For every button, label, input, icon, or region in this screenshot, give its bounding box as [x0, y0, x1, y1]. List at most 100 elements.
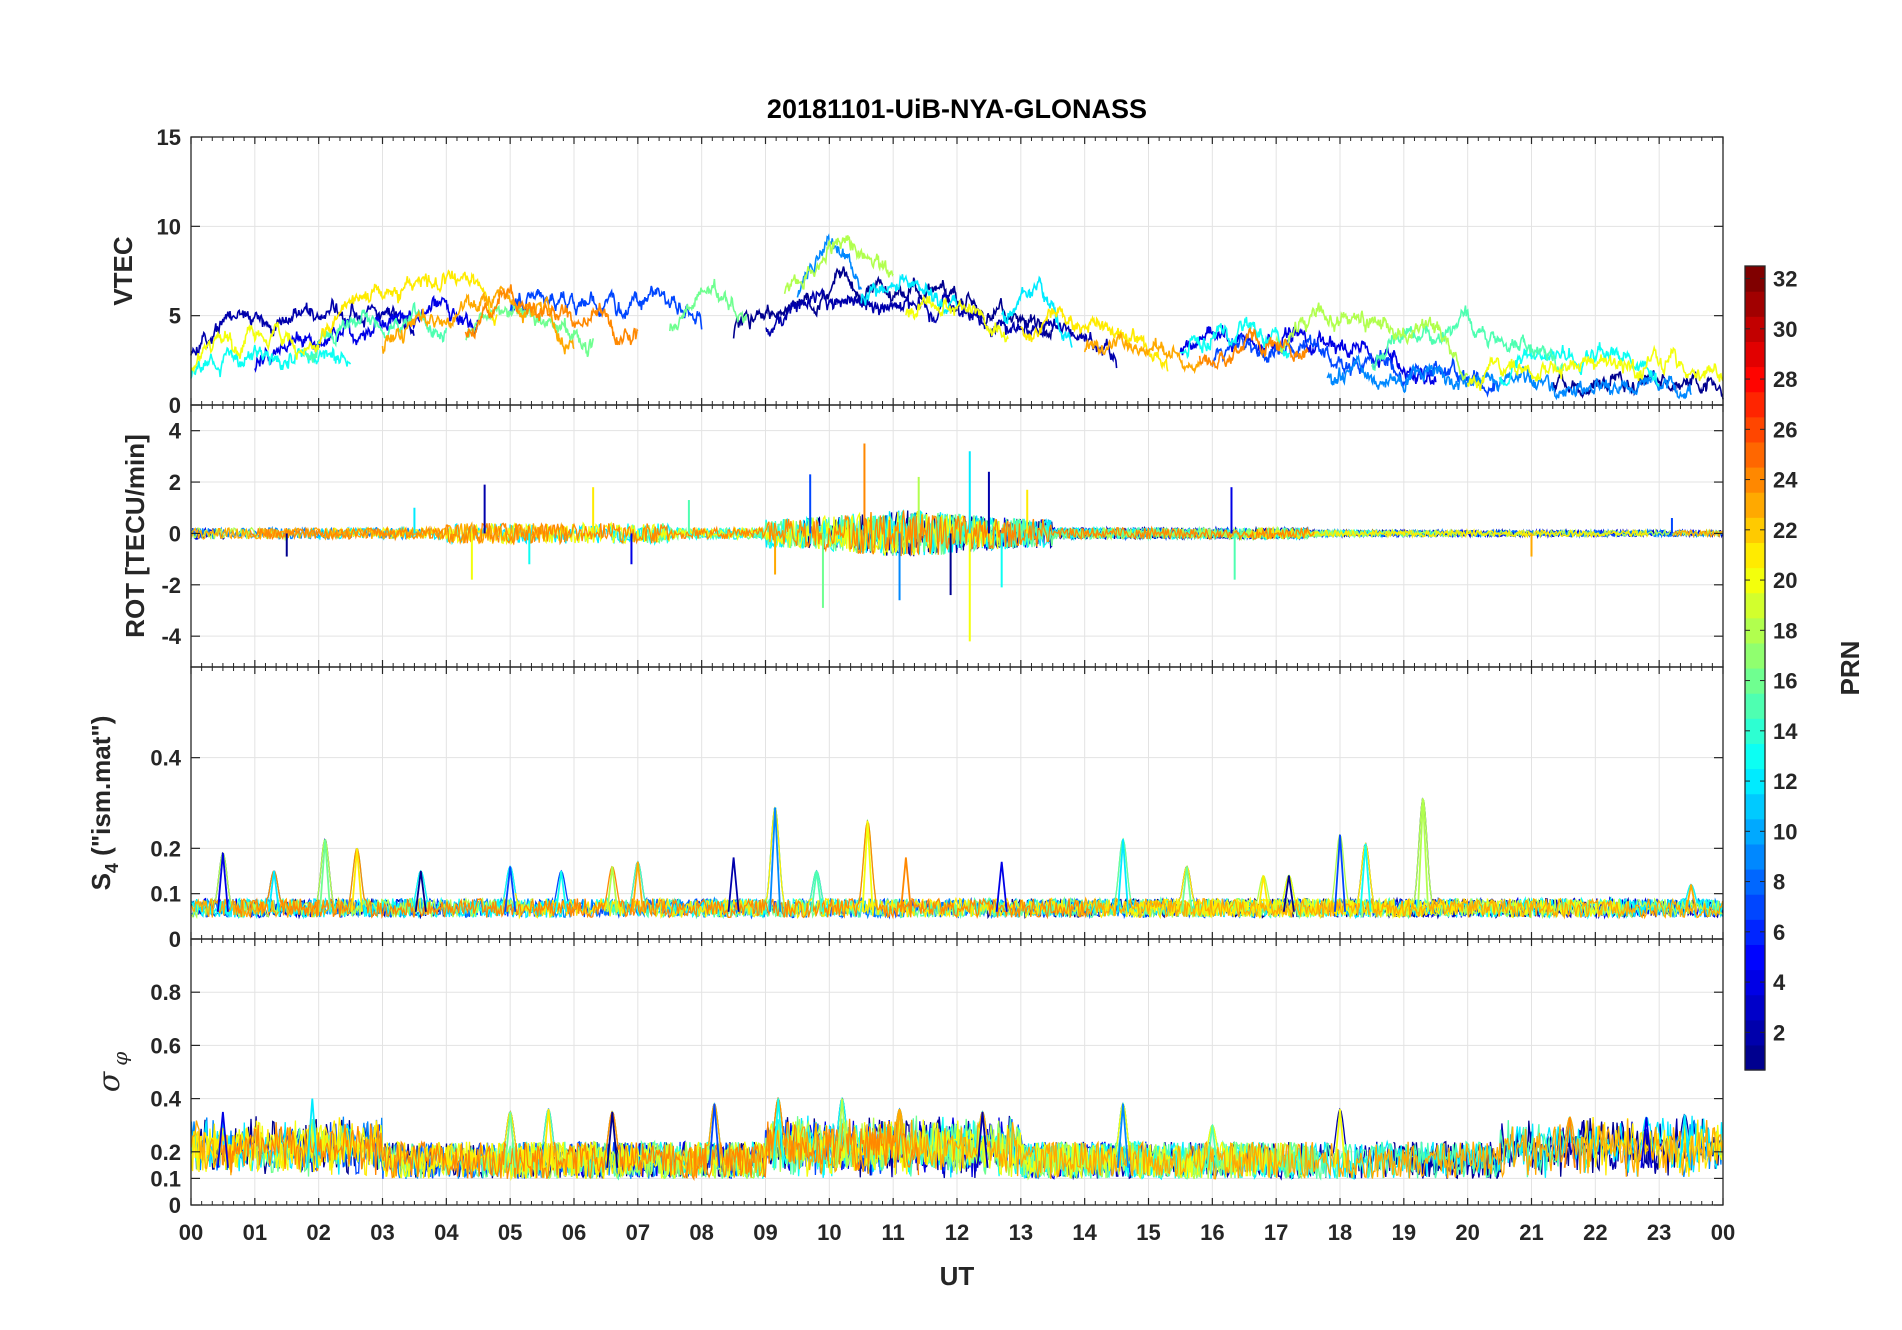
- peak-mark: [1563, 1117, 1576, 1168]
- x-tick-label: 11: [882, 1220, 905, 1245]
- vtec-trace-prn-24: [1198, 326, 1309, 371]
- peak-mark: [810, 870, 823, 912]
- peak-mark: [504, 1111, 517, 1168]
- sigma-phi-trace-prn-24: [218, 1097, 920, 1181]
- vtec-trace-prn-16: [669, 278, 748, 332]
- colorbar-block: [1745, 768, 1765, 795]
- y-tick-label: 0.8: [150, 980, 181, 1005]
- colorbar-block: [1745, 818, 1765, 845]
- vtec-trace-prn-21: [1020, 305, 1169, 372]
- panel-sigma-phi-ylabel: σφ: [92, 1052, 132, 1093]
- x-tick-label: 07: [626, 1220, 650, 1245]
- colorbar-tick-label: 12: [1773, 769, 1797, 794]
- peak-mark: [708, 1103, 721, 1168]
- y-tick-label: 0: [169, 393, 181, 418]
- colorbar-block: [1745, 693, 1765, 719]
- peak-mark: [504, 866, 517, 912]
- colorbar-tick-label: 6: [1773, 920, 1785, 945]
- chart-title: 20181101-UiB-NYA-GLONASS: [767, 94, 1147, 124]
- x-tick-label: 01: [243, 1220, 267, 1245]
- vtec-trace-prn-2: [190, 297, 415, 358]
- colorbar-tick-label: 4: [1773, 970, 1786, 995]
- vtec-trace-prn-12: [1000, 275, 1073, 348]
- colorbar-block: [1745, 266, 1765, 292]
- panel-s4-lines: [190, 797, 1724, 920]
- peak-mark: [893, 1109, 906, 1168]
- panel-vtec-grid: [191, 137, 1723, 405]
- peak-mark: [542, 1109, 555, 1168]
- x-tick-label: 21: [1519, 1220, 1543, 1245]
- y-tick-label: 0: [169, 927, 181, 952]
- x-tick-label: 00: [1711, 1220, 1735, 1245]
- vtec-trace-prn-4: [1179, 324, 1437, 386]
- y-tick-label: 15: [157, 125, 181, 150]
- x-tick-label: 15: [1136, 1220, 1160, 1245]
- colorbar-block: [1745, 668, 1765, 694]
- s4-trace-prn-23: [191, 896, 1724, 920]
- vtec-trace-prn-18: [1275, 302, 1469, 381]
- peak-mark: [606, 866, 619, 912]
- vtec-trace-prn-13: [190, 344, 352, 379]
- rot-trace-prn-24: [249, 510, 1315, 557]
- panel-s4-ylabel: S4 ("ism.mat"): [86, 716, 122, 891]
- colorbar-block: [1745, 441, 1765, 468]
- colorbar-block: [1745, 366, 1765, 393]
- peak-mark: [268, 870, 280, 912]
- peak-mark: [861, 821, 874, 912]
- colorbar-block: [1745, 567, 1765, 594]
- peak-mark: [1206, 1125, 1219, 1168]
- colorbar-tick-label: 10: [1773, 819, 1797, 844]
- peak-mark: [414, 870, 427, 912]
- panel-sigma-phi: 00.10.2 0.4 0.6 0.8 σφ: [92, 938, 1724, 1218]
- x-axis-title: UT: [940, 1261, 975, 1291]
- panel-s4: 0 0.1 0.2 0.4 S4 ("ism.mat"): [86, 666, 1724, 952]
- x-tick-label: 12: [945, 1220, 969, 1245]
- peak-mark: [1685, 884, 1698, 912]
- colorbar-tick-label: 22: [1773, 518, 1797, 543]
- x-tick-label: 17: [1264, 1220, 1288, 1245]
- x-tick-label: 14: [1072, 1220, 1097, 1245]
- x-tick-label: 22: [1583, 1220, 1607, 1245]
- panel-sigma-phi-grid: [191, 939, 1723, 1205]
- x-axis-tick-labels: 00 01 02 03 04 05 06 07 08 09 10 11 12 13 14 15 16 17 18 19…: [179, 1220, 1735, 1245]
- panel-vtec-lines: [190, 233, 1724, 401]
- y-tick-label: 0.2: [150, 836, 181, 861]
- panel-vtec-ticks: 0 5 10 15: [157, 125, 1724, 418]
- vtec-trace-prn-12: [860, 274, 958, 316]
- x-tick-label: 00: [179, 1220, 203, 1245]
- peak-mark: [319, 839, 332, 912]
- peak-mark: [769, 807, 782, 912]
- vtec-trace-prn-7: [509, 285, 703, 330]
- colorbar-block: [1745, 642, 1765, 669]
- colorbar-tick-label: 8: [1773, 870, 1785, 895]
- peak-mark: [631, 861, 644, 912]
- y-tick-label: 0.1: [150, 1166, 181, 1191]
- colorbar-tick-label: 26: [1773, 417, 1797, 442]
- colorbar-block: [1745, 542, 1765, 569]
- colorbar-tick-label: 20: [1773, 568, 1797, 593]
- y-tick-label: -4: [161, 624, 181, 649]
- y-tick-label: 0.1: [150, 882, 181, 907]
- x-tick-label: 03: [370, 1220, 394, 1245]
- colorbar-block: [1745, 467, 1765, 493]
- panel-s4-ylabel-sub: 4: [102, 863, 122, 873]
- x-tick-label: 04: [434, 1220, 459, 1245]
- panel-s4-ylabel-main: S: [86, 873, 116, 890]
- colorbar-block: [1745, 416, 1765, 443]
- panel-sigma-phi-lines: [190, 1096, 1724, 1182]
- y-tick-label: 0.4: [150, 746, 181, 771]
- y-tick-label: 0.2: [150, 1140, 181, 1165]
- colorbar-block: [1745, 743, 1765, 770]
- y-tick-label: 0: [169, 521, 181, 546]
- peak-mark: [1359, 843, 1372, 912]
- peak-mark: [216, 1111, 229, 1168]
- panel-s4-grid: [191, 667, 1723, 939]
- peak-mark: [1334, 834, 1346, 912]
- panel-sigma-phi-ylabel-main: σ: [92, 1070, 127, 1092]
- x-tick-label: 02: [306, 1220, 330, 1245]
- peak-mark: [351, 848, 363, 912]
- vtec-trace-prn-21: [317, 269, 498, 345]
- panel-vtec: 0 5 10 15 VTEC: [108, 125, 1724, 418]
- panel-sigma-phi-ticks: 00.10.2 0.4 0.6 0.8: [150, 939, 1724, 1218]
